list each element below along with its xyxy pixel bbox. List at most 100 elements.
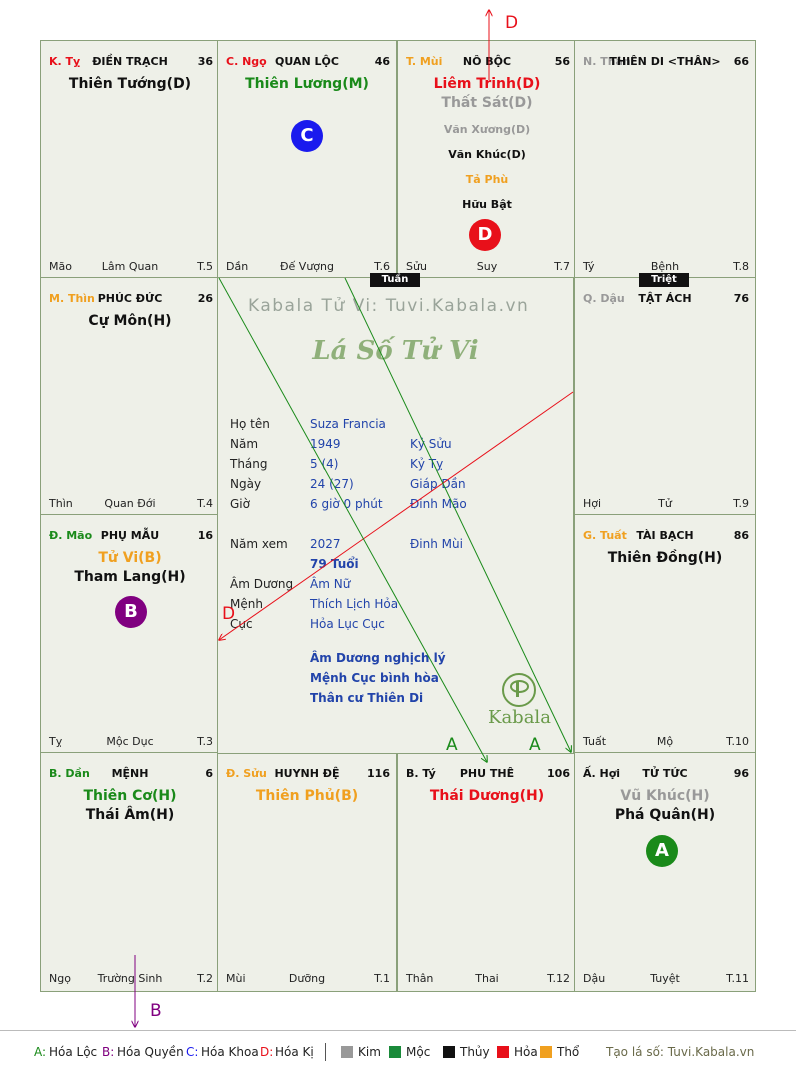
info-label: Giờ (230, 497, 250, 511)
palace-stage: Mộc Dục (106, 735, 154, 748)
palace-than: N. Thân THIÊN DI <THÂN> 66 Tý Bệnh T.8 (574, 40, 756, 280)
major-star: Tham Lang(H) (74, 569, 186, 585)
palace-branch: Ngọ (49, 972, 71, 985)
tuan-tag: Tuần (370, 273, 420, 287)
star-list: Liêm Trinh(D) Thất Sát(D) Văn Xương(D) Văn … (398, 75, 576, 217)
major-star: Phá Quân(H) (614, 807, 716, 823)
palace-name: QUAN LỘC (275, 55, 339, 68)
major-star: Thái Dương(H) (429, 788, 545, 804)
major-star: Cự Môn(H) (88, 313, 172, 329)
palace-period: T.1 (374, 972, 390, 985)
info-label: Họ tên (230, 417, 270, 431)
palace-can: T. Mùi (406, 55, 443, 68)
palace-can: B. Dần (49, 767, 90, 780)
palace-branch: Mão (49, 260, 72, 273)
palace-period: T.3 (197, 735, 213, 748)
arrow-label-d-top: D (505, 13, 518, 33)
palace-number: 116 (367, 767, 390, 780)
element-label: Mộc (406, 1045, 431, 1059)
palace-number: 96 (733, 767, 749, 780)
legend-label: Hóa Kị (275, 1045, 314, 1059)
major-star: Vũ Khúc(H) (620, 788, 710, 804)
palace-can: Ấ. Hợi (583, 767, 621, 780)
element-swatch (389, 1046, 401, 1058)
palace-ty: K. Tỵ ĐIỀN TRẠCH 36 Thiên Tướng(D) Mão Lâm Qu… (40, 40, 220, 280)
palace-branch: Sửu (406, 260, 427, 273)
palace-number: 6 (205, 767, 213, 780)
palace-period: T.9 (733, 497, 749, 510)
info-value: Suza Francia (310, 417, 386, 431)
major-star: Thái Âm(H) (85, 807, 175, 823)
palace-branch: Tuất (583, 735, 607, 748)
major-star: Thiên Lương(M) (245, 76, 369, 92)
palace-dan: B. Dần MỆNH 6 Thiên Cơ(H) Thái Âm(H) Ngọ Trườn… (40, 752, 220, 992)
palace-name: PHU THÊ (459, 767, 515, 780)
star-list: Thiên Cơ(H) Thái Âm(H) (41, 787, 219, 825)
info-value-2: Kỷ Sửu (410, 437, 452, 451)
palace-branch: Tý (583, 260, 595, 273)
palace-can: N. Thân (583, 55, 631, 68)
minor-star: Tả Phù (465, 173, 509, 186)
element-swatch (341, 1046, 353, 1058)
arrow-label-a1: A (446, 735, 458, 755)
palace-branch: Mùi (226, 972, 246, 985)
element-label: Hỏa (514, 1045, 538, 1059)
palace-period: T.8 (733, 260, 749, 273)
hoa-loc-arrow-1 (218, 277, 487, 762)
element-swatch (497, 1046, 509, 1058)
palace-stage: Tử (658, 497, 672, 510)
minor-star: Văn Xương(D) (443, 123, 531, 136)
palace-number: 86 (733, 529, 749, 542)
palace-period: T.4 (197, 497, 213, 510)
chart-note: Âm Dương nghịch lý (310, 651, 446, 665)
palace-stage: Mộ (656, 735, 674, 748)
element-label: Thổ (557, 1045, 580, 1059)
hoa-loc-arrow-2 (344, 277, 571, 752)
palace-hoi: Ấ. Hợi TỬ TỨC 96 Vũ Khúc(H) Phá Quân(H) Dậu Tu… (574, 752, 756, 992)
info-value: 5 (4) (310, 457, 339, 471)
palace-period: T.11 (726, 972, 749, 985)
palace-stage: Thai (475, 972, 499, 985)
palace-branch: Thân (406, 972, 434, 985)
legend-label: Hóa Khoa (201, 1045, 259, 1059)
star-list: Tử Vi(B) Tham Lang(H) (41, 549, 219, 587)
info-value-2: Đinh Mão (410, 497, 467, 511)
palace-branch: Dần (226, 260, 249, 273)
hoa-c-circle: C (291, 120, 323, 152)
palace-number: 76 (733, 292, 749, 305)
palace-period: T.2 (197, 972, 213, 985)
palace-stage: Bệnh (650, 260, 680, 273)
palace-number: 56 (554, 55, 570, 68)
palace-period: T.5 (197, 260, 213, 273)
palace-name: HUYNH ĐỆ (274, 767, 340, 780)
arrow-label-a2: A (529, 735, 541, 755)
legend-key: B: (102, 1045, 115, 1059)
palace-name: ĐIỀN TRẠCH (92, 55, 168, 68)
star-list: Vũ Khúc(H) Phá Quân(H) (575, 787, 755, 825)
major-star: Thất Sát(D) (441, 95, 533, 111)
credit-text: Tạo lá số: Tuvi.Kabala.vn (606, 1045, 755, 1059)
palace-mao: Đ. Mão PHỤ MẪU 16 Tử Vi(B) Tham Lang(H) Tỵ Mộc… (40, 514, 220, 755)
legend-key: A: (34, 1045, 47, 1059)
major-star: Thiên Đồng(H) (607, 550, 723, 566)
palace-name: THIÊN DI <THÂN> (609, 55, 721, 68)
star-list: Thiên Lương(M) (218, 75, 396, 94)
arrow-label-d-mid: D (222, 604, 235, 624)
info-value-2: Đinh Mùi (410, 537, 463, 551)
palace-stage: Tuyệt (650, 972, 680, 985)
kabala-logo: Kabala (488, 673, 551, 728)
palace-stage: Quan Đới (104, 497, 156, 510)
palace-period: T.7 (554, 260, 570, 273)
info-label: Ngày (230, 477, 262, 491)
major-star: Thiên Tướng(D) (68, 76, 192, 92)
palace-name: MỆNH (111, 767, 149, 780)
element-label: Kim (358, 1045, 381, 1059)
star-list: Thái Dương(H) (398, 787, 576, 806)
palace-branch: Hợi (583, 497, 602, 510)
major-star: Thiên Phủ(B) (255, 788, 359, 804)
hoa-b-circle: B (115, 596, 147, 628)
hoa-a-circle: A (646, 835, 678, 867)
watermark: Kabala Tử Vi: Tuvi.Kabala.vn (248, 296, 530, 316)
palace-period: T.6 (374, 260, 390, 273)
